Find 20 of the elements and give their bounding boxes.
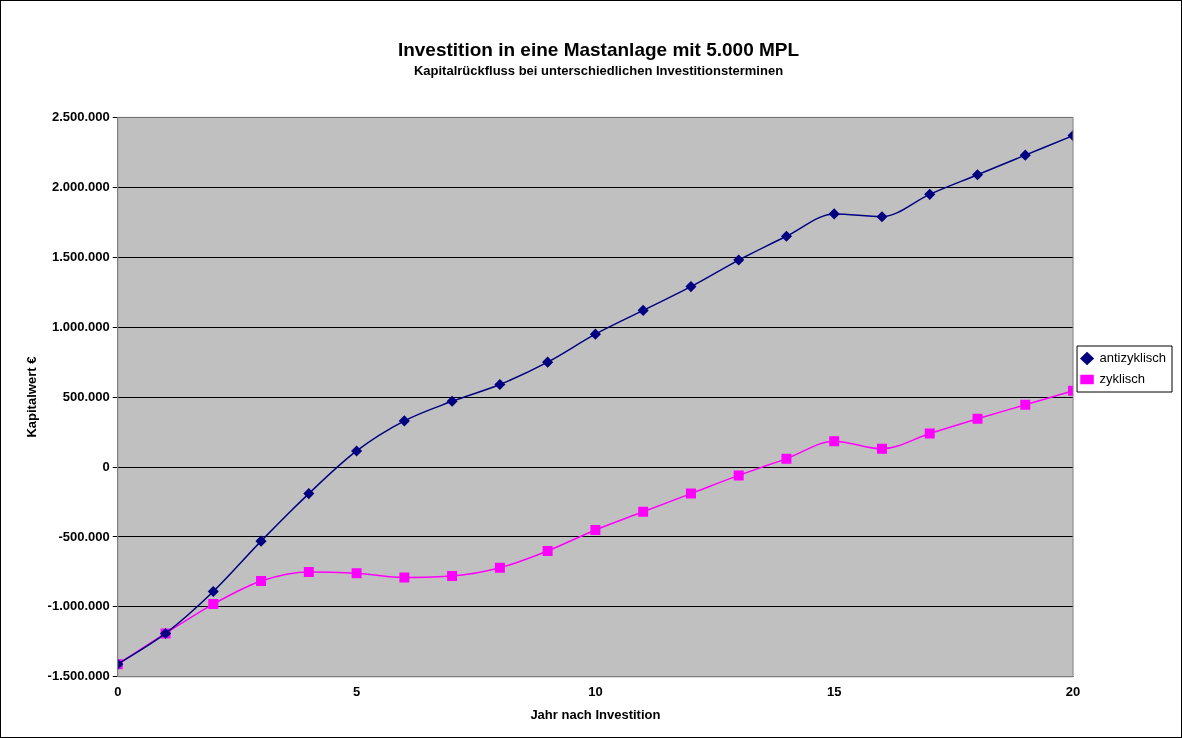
y-tick-label: 1.500.000 (51, 248, 110, 264)
y-tick-label: -500.000 (58, 528, 110, 544)
legend-label: zyklisch (1099, 371, 1146, 387)
x-axis-title: Jahr nach Investition (530, 706, 661, 722)
x-tick-label: 15 (826, 684, 842, 700)
x-tick-label: 5 (352, 684, 361, 700)
chart-title: Investition in eine Mastanlage mit 5.000 MPL (397, 38, 800, 60)
x-tick-label: 20 (1065, 684, 1081, 700)
y-tick-label: -1.000.000 (47, 598, 110, 614)
y-tick-label: -1.500.000 (47, 668, 110, 684)
y-tick-label: 500.000 (62, 388, 110, 404)
y-axis-title: Kapitalwert € (24, 356, 40, 438)
x-tick-label: 0 (114, 684, 122, 700)
y-tick-label: 2.500.000 (51, 108, 110, 124)
y-tick-label: 0 (102, 458, 110, 474)
y-tick-label: 1.000.000 (51, 318, 110, 334)
x-tick-label: 10 (588, 684, 603, 700)
y-tick-label: 2.000.000 (51, 178, 110, 194)
legend-label: antizyklisch (1099, 350, 1166, 366)
chart-subtitle: Kapitalrückfluss bei unterschiedlichen Investitionsterminen (413, 63, 784, 79)
